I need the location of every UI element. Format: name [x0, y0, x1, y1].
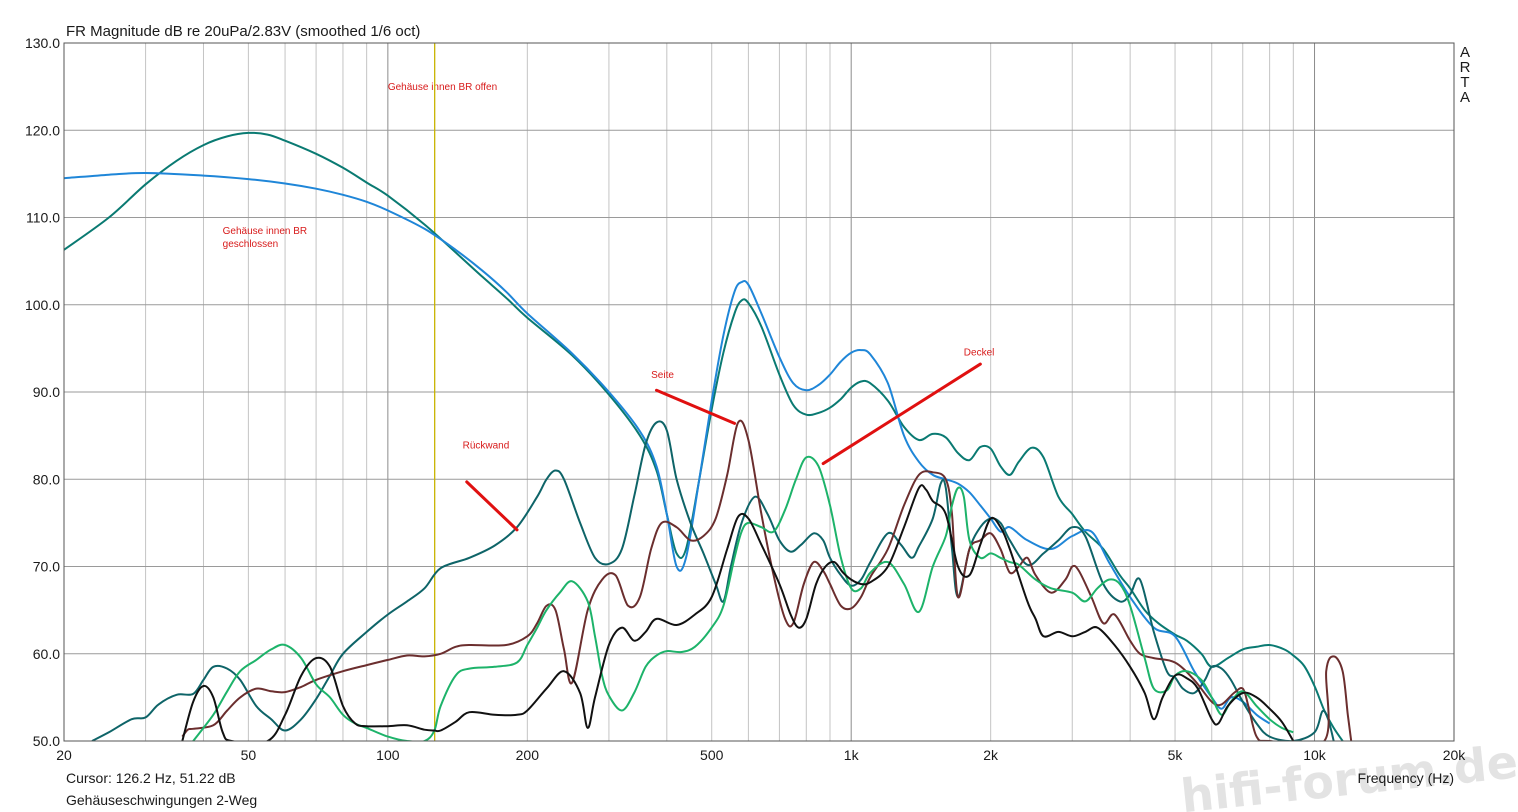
- x-tick-label: 50: [241, 747, 257, 763]
- x-tick-label: 20k: [1443, 747, 1467, 763]
- series-line-2: [64, 171, 1271, 725]
- series-line-5: [192, 455, 1294, 741]
- y-tick-label: 80.0: [33, 471, 60, 487]
- annotation-arrow: [465, 480, 519, 532]
- brand-letter: R: [1460, 59, 1471, 76]
- annotation-label: Deckel: [964, 347, 995, 358]
- annotation-arrow: [821, 362, 982, 466]
- y-tick-label: 100.0: [25, 297, 60, 313]
- x-tick-label: 200: [516, 747, 540, 763]
- y-tick-label: 90.0: [33, 384, 60, 400]
- y-tick-label: 50.0: [33, 733, 60, 749]
- annotations: Gehäuse innen BR offen Gehäuse innen BR ge…: [223, 82, 995, 452]
- x-tick-label: 100: [376, 747, 400, 763]
- series-line-1: [64, 131, 1344, 741]
- x-tick-labels: 20 50 100 200 500 1k 2k 5k 10k 20k: [56, 747, 1466, 763]
- plot-frame: [63, 42, 1455, 742]
- series-line-6: [181, 484, 1295, 741]
- brand-letter: T: [1460, 74, 1469, 91]
- y-tick-label: 110.0: [26, 210, 60, 226]
- y-tick-labels: 130.0 120.0 110.0 100.0 90.0 80.0 70.0 60.0 50.0: [25, 35, 60, 749]
- chart-title: FR Magnitude dB re 20uPa/2.83V (smoothed…: [66, 23, 420, 40]
- x-tick-label: 1k: [844, 747, 860, 763]
- annotation-label: Rückwand: [463, 441, 510, 452]
- series-line-4: [181, 419, 1353, 741]
- cursor-readout: Cursor: 126.2 Hz, 51.22 dB: [66, 770, 236, 786]
- x-tick-label: 20: [56, 747, 72, 763]
- annotation-arrow: [654, 388, 737, 425]
- annotation-label: geschlossen: [223, 239, 279, 250]
- brand-letter: A: [1460, 89, 1470, 106]
- y-tick-label: 70.0: [33, 559, 60, 575]
- chart-caption: Gehäuseschwingungen 2-Weg: [66, 792, 257, 808]
- annotation-label: Gehäuse innen BR: [223, 226, 308, 237]
- x-tick-label: 500: [700, 747, 724, 763]
- annotation-label: Gehäuse innen BR offen: [388, 82, 497, 93]
- series-lines: [64, 43, 1353, 741]
- x-tick-label: 2k: [983, 747, 999, 763]
- brand-letter: A: [1460, 44, 1470, 61]
- x-tick-label: 5k: [1168, 747, 1184, 763]
- y-tick-label: 60.0: [33, 646, 60, 662]
- annotation-label: Seite: [651, 370, 674, 381]
- y-tick-label: 130.0: [25, 35, 60, 51]
- x-tick-label: 10k: [1303, 747, 1327, 763]
- annotation-arrows: [465, 362, 982, 532]
- y-tick-label: 120.0: [25, 122, 60, 138]
- x-axis-label: Frequency (Hz): [1358, 770, 1454, 786]
